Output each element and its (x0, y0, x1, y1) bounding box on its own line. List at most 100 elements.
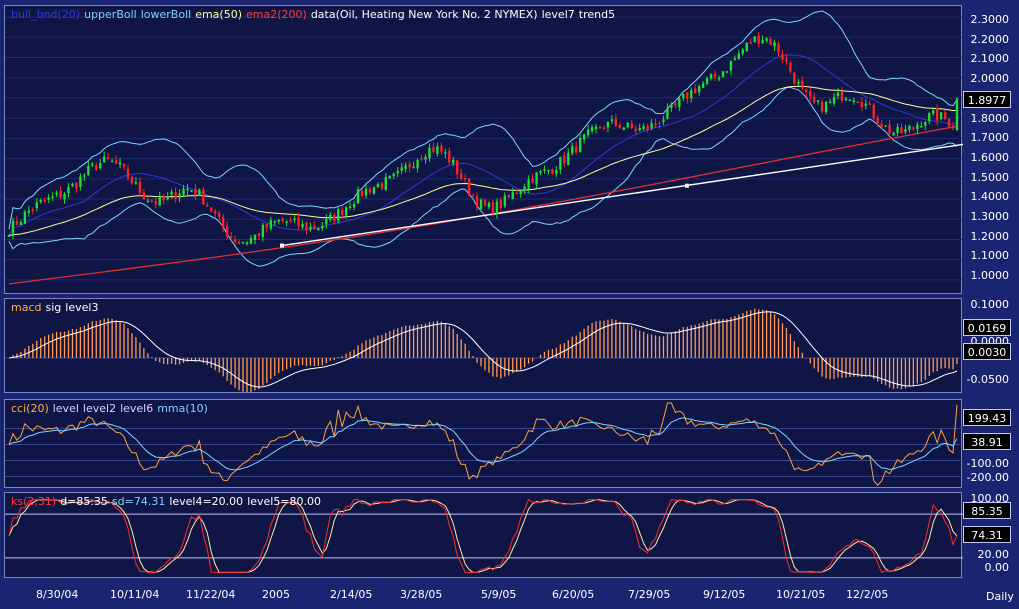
candle-body (182, 188, 185, 195)
candle-body (567, 152, 570, 165)
candle-body (785, 58, 788, 62)
stoch-sd-box: 74.31 (963, 526, 1011, 543)
price-tick-label: 1.1000 (970, 249, 1010, 263)
candle-body (491, 202, 495, 214)
candle-body (43, 200, 46, 202)
price-tick-label: 1.4000 (970, 190, 1010, 204)
candle-body (630, 123, 633, 128)
candle-body (781, 54, 784, 60)
candle-body (856, 101, 860, 103)
candle-body (741, 49, 744, 54)
candle-body (943, 112, 947, 120)
candle-body (503, 195, 507, 207)
candle-body (487, 202, 491, 208)
candle-body (733, 58, 737, 60)
candle-body (277, 220, 280, 222)
candle-body (674, 103, 677, 106)
candle-body (329, 214, 332, 220)
candle-body (646, 125, 649, 130)
candle-body (618, 124, 622, 129)
candle-body (678, 98, 681, 108)
candle-body (39, 200, 42, 202)
candle-body (701, 83, 705, 88)
macd-pane[interactable]: macd sig level3 (4, 298, 963, 393)
candle-body (705, 78, 709, 84)
stoch-legend-item: level4=20.00 (169, 495, 244, 508)
price-pane[interactable]: bull_bnd(20) upperBoll lowerBoll ema(50) ema… (4, 5, 963, 294)
candle-body (860, 102, 863, 107)
candle-body (662, 119, 665, 123)
candle-body (598, 126, 602, 129)
candle-body (47, 197, 50, 200)
candle-body (87, 166, 90, 175)
candle-body (638, 128, 641, 131)
candle-body (694, 88, 697, 94)
price-legend-item: ema2(200) (246, 8, 307, 21)
macd-tick-label: 0.1000 (970, 298, 1010, 311)
cci-pane[interactable]: cci(20) level level2 level6 mma(10) (4, 399, 963, 488)
candle-body (606, 121, 610, 128)
candle-body (634, 128, 637, 132)
candle-body (483, 200, 487, 206)
candle-body (214, 211, 217, 214)
price-legend: bull_bnd(20) upperBoll lowerBoll ema(50) ema… (11, 8, 619, 21)
candle-body (769, 38, 772, 45)
candle-body (793, 72, 796, 84)
candle-body (273, 221, 276, 223)
candle-body (206, 204, 209, 207)
candle-body (912, 127, 915, 129)
price-tick-label: 2.0000 (970, 72, 1010, 86)
period-label[interactable]: Daily (986, 590, 1014, 603)
candle-body (15, 220, 19, 225)
candle-body (269, 220, 272, 229)
candle-body (713, 74, 717, 77)
stoch-chart (5, 498, 963, 574)
candle-body (245, 242, 249, 244)
candle-body (578, 137, 582, 153)
candle-body (35, 202, 38, 209)
price-tick-label: 2.1000 (970, 52, 1010, 66)
candle-body (456, 160, 459, 175)
stoch-legend: ks(2,31) d=85.35 sd=74.31 level4=20.00 level… (11, 495, 325, 508)
cci-legend-item: cci(20) (11, 402, 49, 415)
stoch-axis: 100.00 20.00 0.00 (963, 492, 1015, 578)
candle-body (178, 193, 181, 198)
trend-anchor-point (685, 183, 689, 188)
candle-body (106, 157, 110, 160)
candle-body (904, 129, 907, 133)
date-tick-label: 10/11/04 (110, 588, 160, 601)
cci-mma-line (8, 417, 958, 471)
macd-legend-item: sig (45, 301, 62, 314)
macd-legend: macd sig level3 (11, 301, 102, 314)
candle-body (424, 156, 427, 160)
candle-body (471, 195, 475, 197)
cci-legend-item: level2 (82, 402, 117, 415)
candle-body (142, 192, 146, 200)
stoch-pane[interactable]: ks(2,31) d=85.35 sd=74.31 level4=20.00 level… (4, 492, 963, 578)
candle-body (896, 126, 899, 133)
candle-body (515, 192, 518, 195)
upper-bollinger-line (8, 10, 958, 230)
stoch-legend-item: sd=74.31 (111, 495, 166, 508)
candle-body (531, 178, 534, 184)
candle-body (380, 183, 384, 189)
candle-body (900, 127, 903, 134)
candle-body (261, 224, 265, 237)
price-legend-item: ema(50) (195, 8, 242, 21)
candle-body (376, 184, 380, 188)
candle-body (868, 103, 871, 106)
candle-body (543, 169, 546, 171)
candle-body (555, 170, 558, 174)
candle-body (333, 215, 336, 221)
candle-body (158, 196, 161, 206)
candle-body (777, 43, 780, 53)
cci-axis: -100.00 -200.00 (963, 399, 1015, 488)
candle-body (658, 122, 661, 124)
candle-body (436, 146, 439, 154)
price-tick-label: 1.7000 (970, 131, 1010, 145)
candle-body (709, 73, 713, 79)
candle-body (229, 236, 233, 238)
candle-body (880, 123, 883, 128)
candle-body (337, 209, 340, 221)
candle-body (372, 187, 376, 195)
